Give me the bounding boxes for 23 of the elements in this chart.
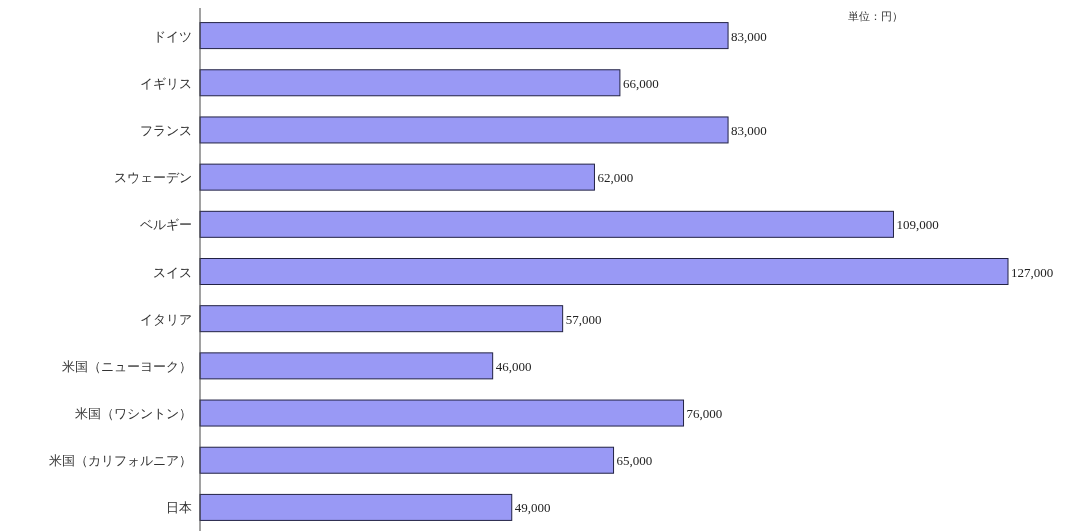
y-tick-label: スイス [153,264,192,280]
data-label: 109,000 [896,217,939,233]
y-tick-label: イタリア [140,311,192,327]
y-tick-label: ベルギー [140,217,192,233]
y-tick-label: 米国（カリフォルニア） [49,453,192,469]
y-tick-label: 日本 [166,500,192,516]
data-label: 62,000 [597,170,634,186]
data-label: 46,000 [495,358,532,374]
data-label: 83,000 [731,28,767,44]
data-label: 76,000 [686,406,723,422]
y-tick-label: スウェーデン [114,170,192,186]
data-label: 66,000 [622,75,659,91]
data-label: 65,000 [616,453,653,469]
y-tick-label: ドイツ [153,28,192,44]
y-tick-label: 米国（ニューヨーク） [62,358,192,374]
y-tick-label: 米国（ワシントン） [75,406,192,422]
data-label: 57,000 [565,311,602,327]
data-label: 83,000 [731,122,767,138]
data-label: 127,000 [1011,264,1054,280]
data-label: 49,000 [514,500,551,516]
y-tick-label: イギリス [140,75,192,91]
y-tick-label: フランス [140,122,192,138]
annotation: 単位：円） [848,10,903,23]
